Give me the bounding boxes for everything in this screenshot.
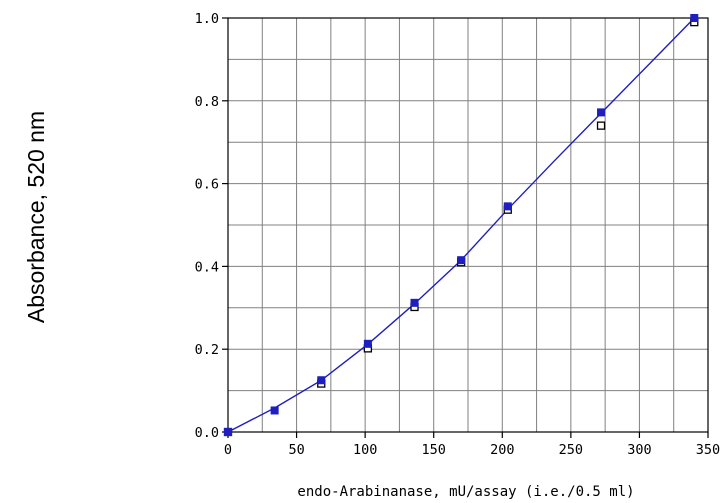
data-markers (223, 14, 699, 437)
y-axis-title: Absorbance, 520 nm (23, 111, 49, 323)
x-tick-labels: 0 50 100 150 200 250 300 350 (224, 442, 720, 458)
x-tick-label: 50 (288, 442, 304, 458)
filled-square-marker (503, 202, 512, 211)
x-tick-label: 350 (696, 442, 720, 458)
y-tick-label: 0.4 (195, 259, 219, 275)
open-square-marker (596, 121, 606, 130)
filled-square-marker (690, 14, 699, 22)
filled-square-marker (317, 376, 326, 385)
filled-square-marker (363, 339, 372, 348)
plot-frame (227, 17, 709, 433)
x-tick-label: 100 (353, 442, 377, 458)
y-tick-label: 0.2 (195, 342, 219, 358)
axis-ticks (222, 17, 709, 438)
x-tick-label: 150 (422, 442, 446, 458)
y-tick-label: 0.8 (195, 94, 219, 110)
filled-square-marker (410, 298, 419, 307)
filled-square-marker (597, 108, 606, 117)
y-tick-label: 0.0 (195, 425, 219, 441)
grid-lines (228, 18, 708, 432)
filled-square-marker (224, 428, 232, 436)
x-axis-title: endo-Arabinanase, mU/assay (i.e./0.5 ml) (297, 484, 634, 500)
filled-square-marker (457, 256, 466, 265)
y-tick-labels: 0.0 0.2 0.4 0.6 0.8 1.0 (195, 11, 219, 441)
x-tick-label: 0 (224, 442, 232, 458)
filled-square-marker (270, 406, 279, 415)
y-tick-label: 1.0 (195, 11, 219, 27)
x-tick-label: 200 (490, 442, 514, 458)
x-tick-label: 300 (627, 442, 651, 458)
x-tick-label: 250 (559, 442, 583, 458)
y-tick-label: 0.6 (195, 177, 219, 193)
